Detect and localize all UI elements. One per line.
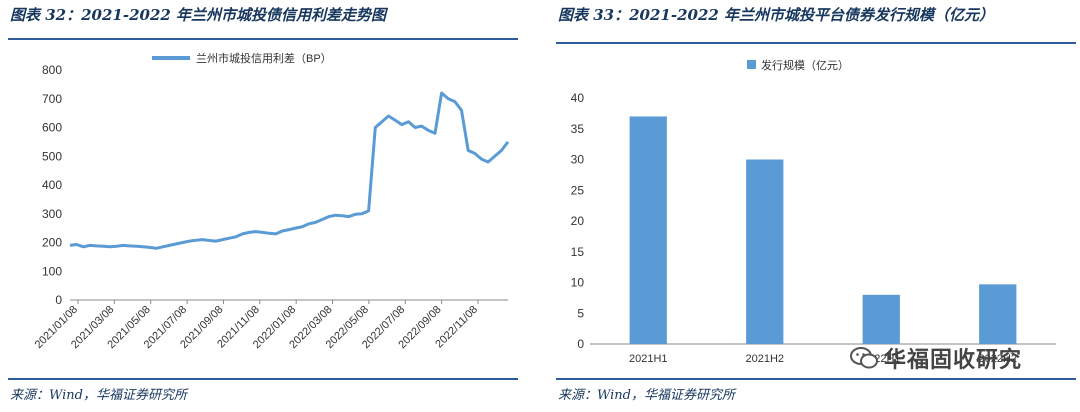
wechat-icon — [850, 347, 878, 369]
bar-2022H2 — [979, 284, 1017, 344]
source-rule — [556, 378, 1076, 380]
y-tick-label: 300 — [42, 207, 62, 221]
issuance-panel: 图表 33：2021-2022 年兰州市城投平台债券发行规模（亿元） 发行规模（… — [548, 0, 1080, 412]
y-tick-label: 0 — [577, 337, 584, 351]
y-tick-label: 25 — [571, 183, 585, 197]
bar-2022H1 — [862, 294, 900, 344]
watermark-text: 华福固收研究 — [884, 348, 1023, 373]
y-tick-label: 5 — [577, 306, 584, 320]
source-note: 来源：Wind，华福证券研究所 — [10, 388, 187, 403]
credit-spread-line-chart: 兰州市城投信用利差（BP）010020030040050060070080020… — [33, 51, 510, 351]
y-tick-label: 10 — [571, 276, 585, 290]
y-tick-label: 500 — [42, 149, 62, 163]
credit-spread-panel: 图表 32：2021-2022 年兰州市城投债信用利差走势图 兰州市城投信用利差… — [0, 0, 520, 412]
y-tick-label: 20 — [571, 214, 585, 228]
y-tick-label: 0 — [55, 293, 62, 307]
x-tick-label: 2022H2 — [978, 353, 1017, 365]
y-tick-label: 700 — [42, 92, 62, 106]
bar-2021H1 — [629, 116, 667, 344]
legend-swatch — [747, 60, 756, 69]
title-rule — [8, 38, 518, 40]
legend-label: 兰州市城投信用利差（BP） — [196, 51, 332, 65]
credit-spread-chart-title: 图表 32：2021-2022 年兰州市城投债信用利差走势图 — [10, 6, 387, 24]
source-note: 来源：Wind，华福证券研究所 — [558, 388, 735, 403]
bar-2021H2 — [746, 159, 784, 344]
source-rule — [8, 378, 518, 380]
y-tick-label: 30 — [571, 153, 585, 167]
y-tick-label: 35 — [571, 122, 585, 136]
x-tick-label: 2021H2 — [745, 353, 784, 365]
watermark: 华福固收研究 — [850, 342, 1022, 374]
issuance-bar-chart: 发行规模（亿元） 0 5 10 15 20 25 30 35 40 2021H1 2021H2 2022… — [571, 58, 1056, 365]
y-tick-label: 800 — [42, 63, 62, 77]
legend-label: 发行规模（亿元） — [761, 58, 849, 72]
y-tick-label: 100 — [42, 264, 62, 278]
issuance-chart-title: 图表 33：2021-2022 年兰州市城投平台债券发行规模（亿元） — [558, 6, 995, 24]
y-tick-label: 15 — [571, 245, 585, 259]
x-tick-label: 2021H1 — [629, 353, 668, 365]
y-tick-label: 600 — [42, 121, 62, 135]
y-tick-label: 40 — [571, 91, 585, 105]
y-tick-label: 400 — [42, 178, 62, 192]
title-rule — [556, 42, 1076, 44]
credit-spread-line — [69, 91, 510, 250]
y-tick-label: 200 — [42, 236, 62, 250]
